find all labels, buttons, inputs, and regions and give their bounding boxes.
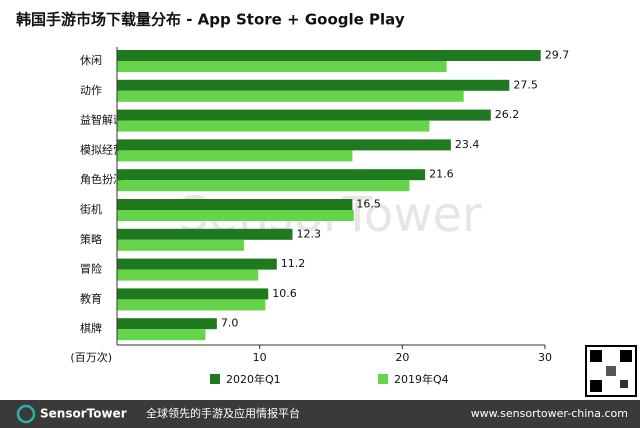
bar xyxy=(117,61,447,72)
footer-url: www.sensortower-china.com xyxy=(471,407,628,420)
bar xyxy=(117,199,353,210)
x-axis-label: (百万次) xyxy=(70,350,112,364)
y-tick-label: 冒险 xyxy=(80,262,102,276)
bar xyxy=(117,109,491,121)
bar xyxy=(117,50,541,61)
y-tick-label: 益智解谜 xyxy=(80,113,124,127)
bar xyxy=(117,288,269,300)
legend-label: 2020年Q1 xyxy=(226,372,281,386)
x-tick-label: 20 xyxy=(395,351,409,364)
logo xyxy=(16,404,36,424)
data-label: 23.4 xyxy=(455,138,480,151)
chart-title: 韩国手游市场下载量分布 - App Store + Google Play xyxy=(16,11,405,29)
bar xyxy=(117,120,430,132)
bar xyxy=(117,79,510,91)
y-tick-label: 动作 xyxy=(80,84,102,97)
bar xyxy=(117,318,217,330)
y-tick-label: 模拟经营 xyxy=(80,142,124,156)
bar xyxy=(117,269,259,281)
x-tick-label: 10 xyxy=(253,351,267,364)
bar xyxy=(117,299,266,311)
data-label: 16.5 xyxy=(356,198,381,211)
data-label: 21.6 xyxy=(429,168,454,181)
bar xyxy=(117,139,451,151)
bar xyxy=(117,180,410,192)
bar xyxy=(117,329,206,341)
qr-code xyxy=(585,345,637,397)
footer-brand: SensorTower xyxy=(40,407,127,421)
data-label: 26.2 xyxy=(495,108,519,121)
data-label: 12.3 xyxy=(296,227,321,240)
data-label: 27.5 xyxy=(513,78,538,91)
footer-bar xyxy=(0,400,640,428)
y-tick-label: 休闲 xyxy=(80,53,102,67)
bar xyxy=(117,228,293,240)
y-tick-label: 街机 xyxy=(80,202,102,216)
footer-slogan: 全球领先的手游及应用情报平台 xyxy=(146,406,300,420)
legend-swatch xyxy=(210,374,220,384)
x-tick-label: 30 xyxy=(538,351,552,364)
data-label: 11.2 xyxy=(281,257,306,270)
data-label: 7.0 xyxy=(221,317,239,330)
bar xyxy=(117,210,354,221)
bar xyxy=(117,258,277,270)
legend-label: 2019年Q4 xyxy=(394,372,449,386)
bar xyxy=(117,150,353,162)
bar xyxy=(117,169,426,181)
y-tick-label: 策略 xyxy=(80,232,102,246)
y-tick-label: 角色扮演 xyxy=(80,172,124,186)
bar xyxy=(117,90,464,102)
legend-swatch xyxy=(378,374,388,384)
data-label: 29.7 xyxy=(545,49,570,62)
y-tick-label: 棋牌 xyxy=(80,321,102,335)
bar xyxy=(117,239,244,251)
data-label: 10.6 xyxy=(272,287,297,300)
y-tick-label: 教育 xyxy=(80,291,102,305)
